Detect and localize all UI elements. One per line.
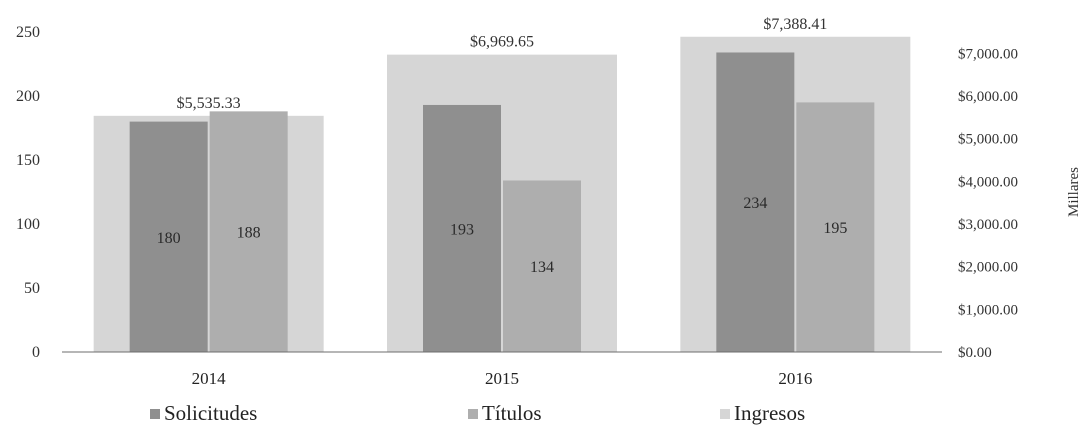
bar-solicitudes-2015 <box>423 104 501 353</box>
x-axis-tick-label: 2016 <box>778 369 812 388</box>
x-axis-tick-label: 2015 <box>485 369 519 388</box>
right-axis-tick-label: $5,000.00 <box>958 132 1018 148</box>
legend-label: Títulos <box>482 401 542 425</box>
left-axis-tick-label: 250 <box>16 24 40 41</box>
legend: Solicitudes Títulos Ingresos <box>150 401 805 425</box>
count-bars <box>129 52 875 353</box>
data-label-titulos: 195 <box>823 220 847 237</box>
data-labels: 180 193 234 188 134 195 $5,535.33 $6,969.65 $7,3… <box>157 16 848 276</box>
bar-titulos-2016 <box>796 102 875 353</box>
data-label-solicitudes: 193 <box>450 221 474 238</box>
data-label-titulos: 134 <box>530 259 554 276</box>
axes: 0 50 100 150 200 250 $0.00 $1,000.00 $2,000.00 $3… <box>16 24 1082 388</box>
legend-label: Solicitudes <box>164 401 257 425</box>
bar-titulos-2014 <box>209 111 288 352</box>
right-axis-tick-label: $4,000.00 <box>958 174 1018 190</box>
data-label-ingresos: $7,388.41 <box>763 16 827 33</box>
legend-swatch-2 <box>720 409 730 419</box>
right-axis-tick-label: $6,000.00 <box>958 89 1018 105</box>
bar-ingresos-2015 <box>387 54 617 352</box>
data-label-solicitudes: 180 <box>157 230 181 247</box>
data-label-titulos: 188 <box>237 225 261 242</box>
right-axis-tick-label: $0.00 <box>958 345 992 361</box>
data-label-solicitudes: 234 <box>743 195 767 212</box>
bar-titulos-2015 <box>503 180 581 352</box>
right-axis-tick-label: $7,000.00 <box>958 46 1018 62</box>
left-axis-tick-label: 150 <box>16 152 40 169</box>
bar-ingresos-2014 <box>93 115 324 352</box>
right-axis-tick-label: $3,000.00 <box>958 217 1018 233</box>
legend-swatch-1 <box>468 409 478 419</box>
bar-ingresos-2016 <box>680 36 911 353</box>
data-label-ingresos: $5,535.33 <box>177 95 241 112</box>
left-axis-tick-label: 200 <box>16 88 40 105</box>
bar-solicitudes-2016 <box>716 52 795 352</box>
right-axis-tick-label: $2,000.00 <box>958 260 1018 276</box>
right-axis-title: Millares <box>1066 167 1082 217</box>
left-axis-tick-label: 100 <box>16 216 40 233</box>
data-label-ingresos: $6,969.65 <box>470 34 534 51</box>
right-axis-tick-label: $1,000.00 <box>958 302 1018 318</box>
legend-swatch-0 <box>150 409 160 419</box>
legend-label: Ingresos <box>734 401 805 425</box>
left-axis-tick-label: 0 <box>32 344 40 361</box>
left-axis-tick-label: 50 <box>24 280 40 297</box>
bar-solicitudes-2014 <box>129 121 208 352</box>
x-axis-tick-label: 2014 <box>192 369 227 388</box>
